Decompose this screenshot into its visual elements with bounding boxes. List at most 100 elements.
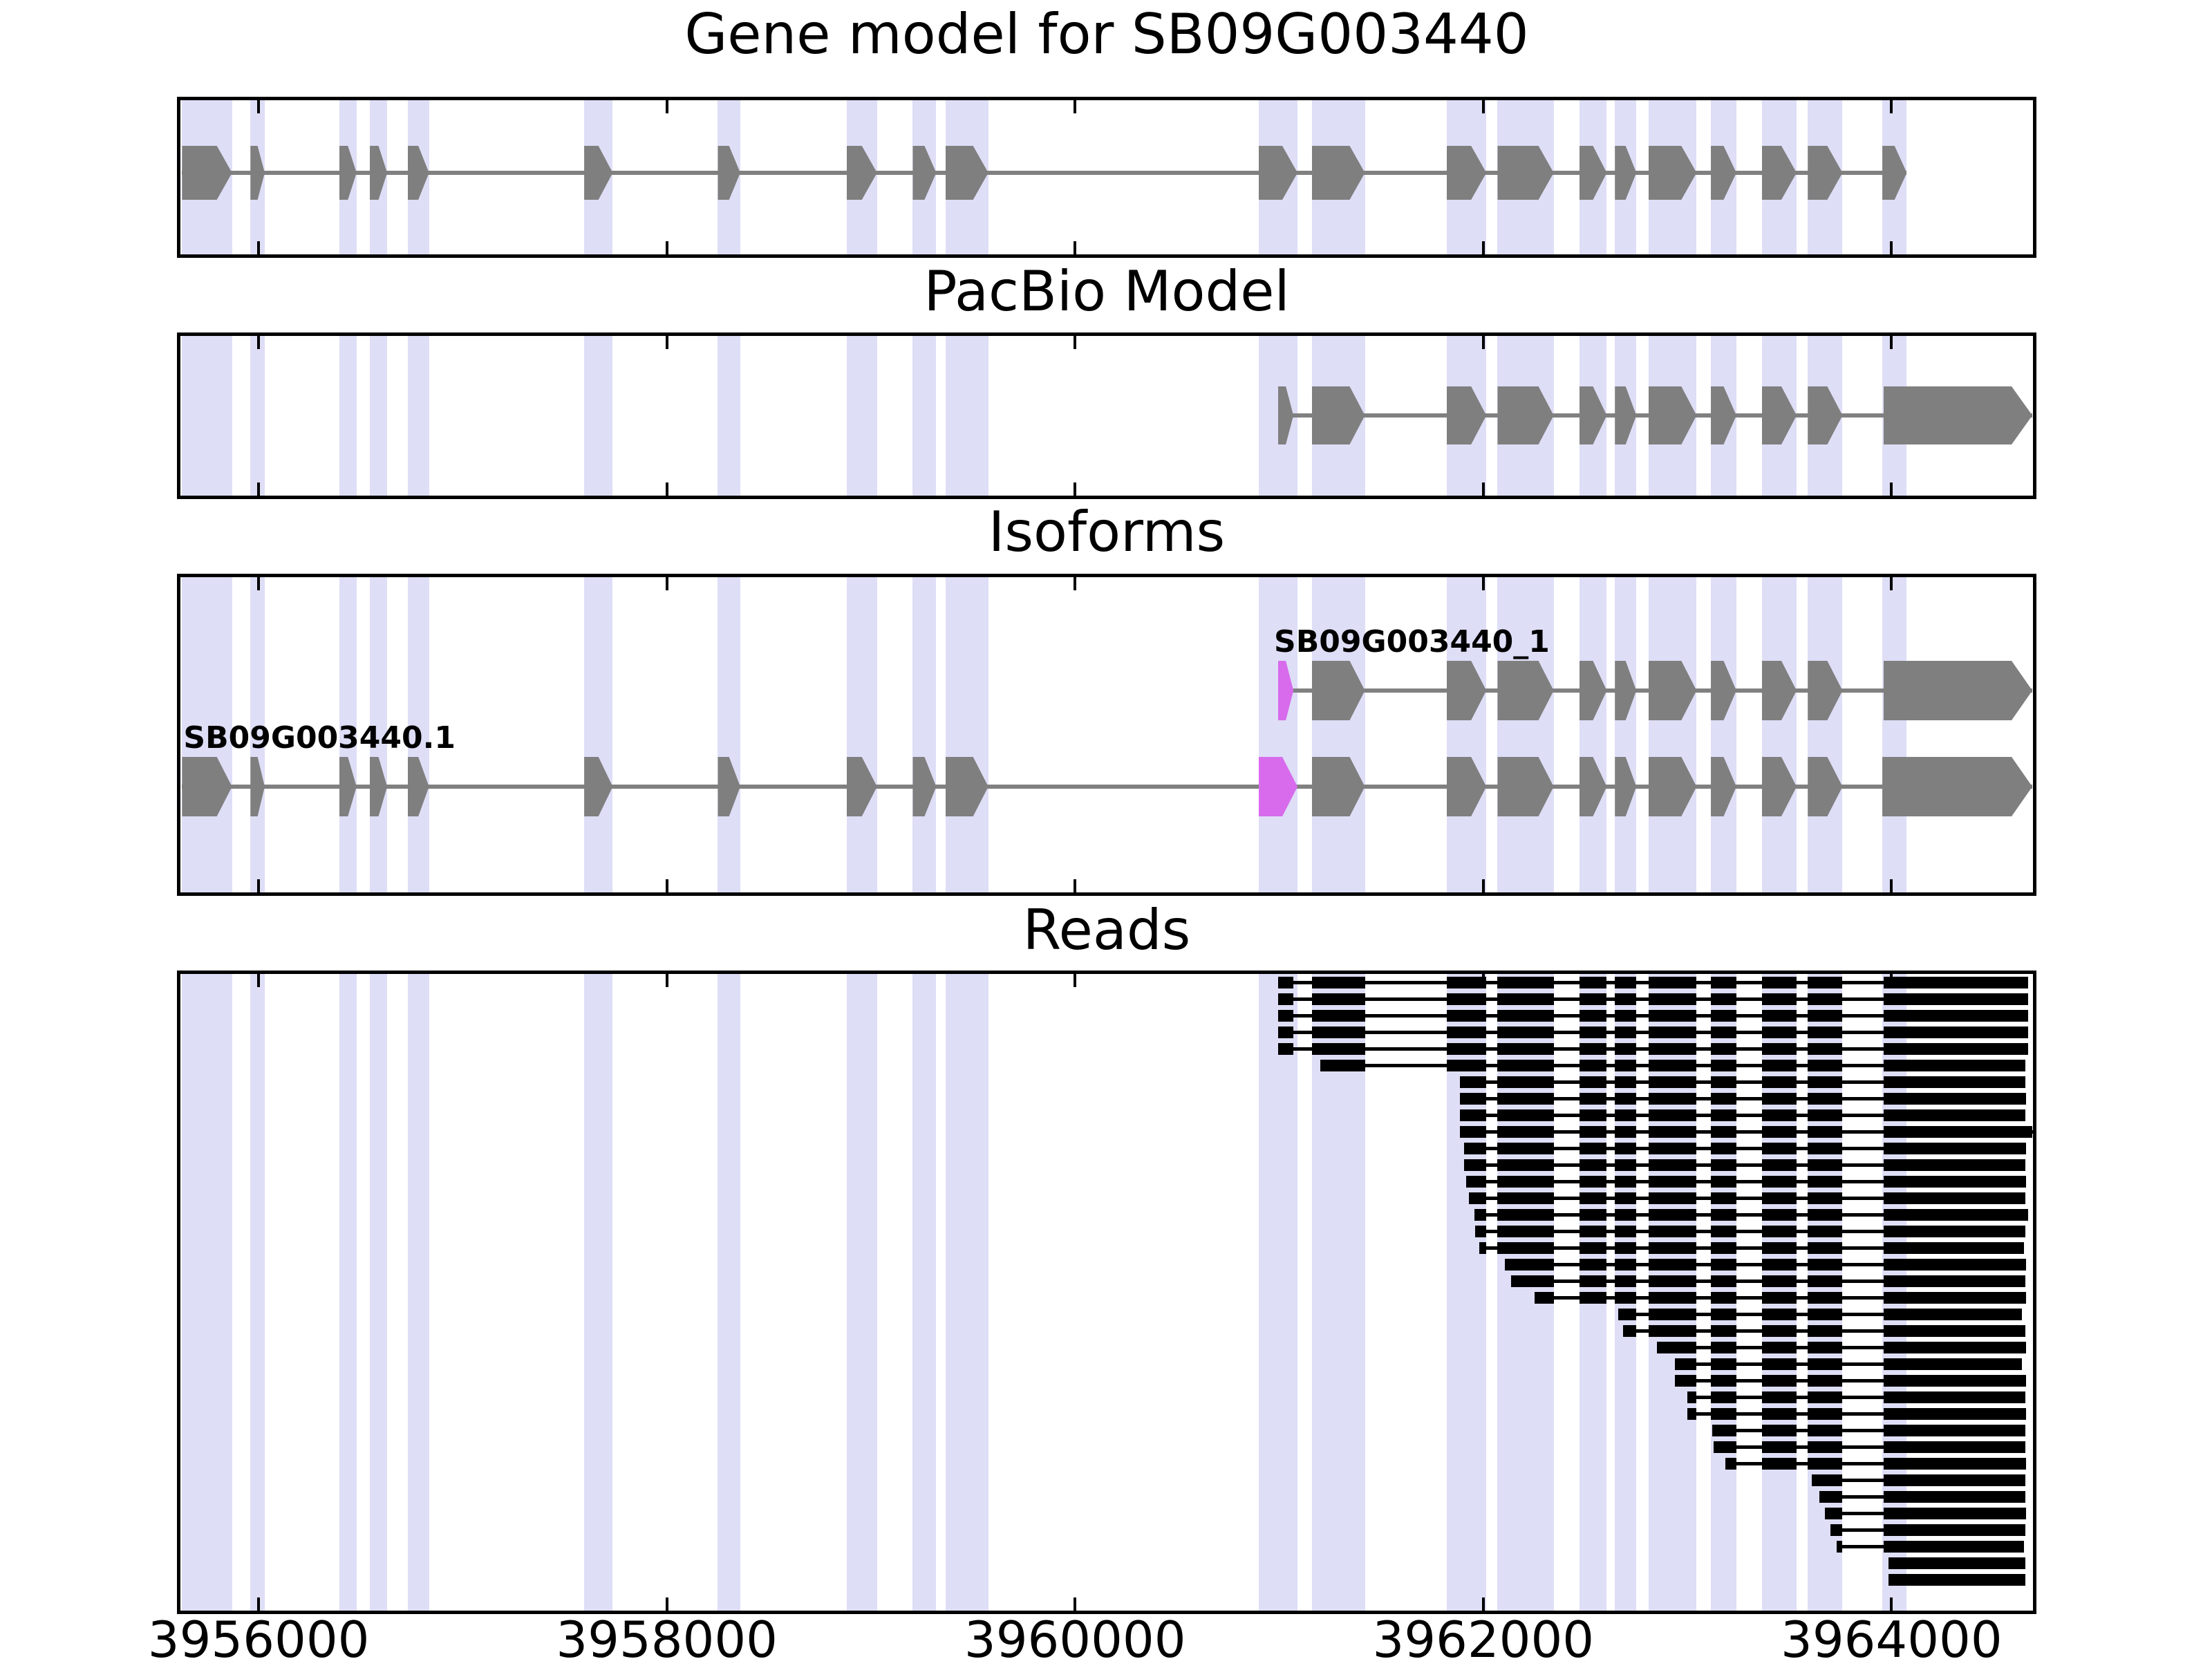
read-exon-block bbox=[1711, 1241, 1736, 1254]
read-intron-line bbox=[1675, 1362, 2023, 1366]
exon-highlight-band bbox=[912, 574, 937, 896]
panel-isoforms bbox=[177, 574, 2036, 896]
read-exon-block bbox=[1725, 1457, 1736, 1470]
read-exon-block bbox=[1883, 1524, 2025, 1536]
read-exon-block bbox=[1761, 1009, 1797, 1022]
read-exon-block bbox=[1510, 1275, 1554, 1287]
read-exon-block bbox=[1808, 976, 1843, 988]
intron-line bbox=[182, 785, 2033, 789]
exon-highlight-band bbox=[339, 971, 357, 1614]
isoform-label-sb09g003440_1: SB09G003440_1 bbox=[1274, 624, 1550, 659]
read-exon-block bbox=[1808, 1391, 1843, 1403]
read-exon-block bbox=[1883, 1474, 2025, 1486]
x-tick-mark-bottom bbox=[665, 241, 668, 258]
read-exon-block bbox=[1761, 1225, 1797, 1237]
x-tick-mark-bottom bbox=[1890, 241, 1893, 258]
x-tick-mark-bottom bbox=[1074, 482, 1077, 499]
read-exon-block bbox=[1579, 1175, 1607, 1188]
read-exon-block bbox=[1883, 1042, 2029, 1055]
x-tick-mark-bottom bbox=[257, 879, 261, 896]
read-exon-block bbox=[1883, 1125, 2033, 1138]
read-exon-block bbox=[1761, 1407, 1797, 1420]
exon-highlight-band bbox=[407, 332, 429, 499]
read-exon-block bbox=[1808, 1424, 1843, 1436]
read-exon-block bbox=[1711, 1308, 1736, 1320]
read-exon-block bbox=[1761, 1341, 1797, 1353]
read-exon-block bbox=[1883, 1341, 2027, 1353]
read-exon-block bbox=[1579, 1092, 1607, 1105]
exon-highlight-band bbox=[846, 574, 877, 896]
read-exon-block bbox=[1883, 1092, 2027, 1105]
read-exon-block bbox=[1446, 1059, 1487, 1071]
read-exon-block bbox=[1711, 1026, 1736, 1038]
read-exon-block bbox=[1808, 1042, 1843, 1055]
read-exon-block bbox=[1808, 1009, 1843, 1022]
read-exon-block bbox=[1648, 1125, 1697, 1138]
read-exon-block bbox=[1883, 1225, 2025, 1237]
read-exon-block bbox=[1320, 1059, 1365, 1071]
read-exon-block bbox=[1579, 993, 1607, 1005]
read-exon-block bbox=[1474, 1208, 1487, 1221]
read-exon-block bbox=[1311, 993, 1365, 1005]
read-exon-block bbox=[1883, 1076, 2025, 1088]
read-exon-block bbox=[1883, 1441, 2025, 1453]
read-exon-block bbox=[1446, 993, 1487, 1005]
read-exon-block bbox=[1459, 1076, 1487, 1088]
read-exon-block bbox=[1615, 1258, 1637, 1271]
read-exon-block bbox=[1615, 993, 1637, 1005]
x-tick-mark-top bbox=[1074, 574, 1077, 590]
read-exon-block bbox=[1711, 1374, 1736, 1387]
panel-pacbio-model bbox=[177, 332, 2036, 499]
exon-highlight-band bbox=[945, 574, 988, 896]
x-tick-mark-bottom bbox=[1481, 1597, 1485, 1614]
read-exon-block bbox=[1497, 993, 1554, 1005]
read-exon-block bbox=[1711, 1076, 1736, 1088]
read-exon-block bbox=[1648, 1076, 1697, 1088]
exon-highlight-band bbox=[1615, 574, 1637, 896]
read-exon-block bbox=[1615, 1059, 1637, 1071]
read-exon-block bbox=[1712, 1424, 1736, 1436]
read-exon-block bbox=[1463, 1142, 1487, 1154]
x-tick-mark-top bbox=[665, 332, 668, 349]
read-exon-block bbox=[1579, 1291, 1607, 1304]
read-exon-block bbox=[1623, 1324, 1637, 1337]
read-exon-block bbox=[1883, 1026, 2029, 1038]
read-exon-block bbox=[1883, 1208, 2029, 1221]
read-exon-block bbox=[1761, 1241, 1797, 1254]
read-exon-block bbox=[1648, 1225, 1697, 1237]
read-exon-block bbox=[1648, 1092, 1697, 1105]
read-exon-block bbox=[1883, 1059, 2025, 1071]
read-exon-block bbox=[1711, 1125, 1736, 1138]
read-intron-line bbox=[1463, 1146, 2027, 1150]
read-exon-block bbox=[1278, 1009, 1294, 1022]
exon-highlight-band bbox=[584, 332, 613, 499]
x-tick-mark-bottom bbox=[257, 241, 261, 258]
read-exon-block bbox=[1761, 1109, 1797, 1121]
read-exon-block bbox=[1497, 1241, 1554, 1254]
read-exon-block bbox=[1579, 1159, 1607, 1171]
read-exon-block bbox=[1711, 1142, 1736, 1154]
read-exon-block bbox=[1656, 1341, 1697, 1353]
read-exon-block bbox=[1497, 1059, 1554, 1071]
read-exon-block bbox=[1459, 1125, 1487, 1138]
read-exon-block bbox=[1883, 1258, 2027, 1271]
read-exon-block bbox=[1579, 1225, 1607, 1237]
read-exon-block bbox=[1615, 1159, 1637, 1171]
read-exon-block bbox=[1761, 1142, 1797, 1154]
read-exon-block bbox=[1808, 1026, 1843, 1038]
exon-highlight-band bbox=[1648, 574, 1697, 896]
read-exon-block bbox=[1883, 1507, 2027, 1519]
read-exon-block bbox=[1579, 1142, 1607, 1154]
read-intron-line bbox=[1675, 1378, 2027, 1382]
read-exon-block bbox=[1579, 976, 1607, 988]
exon-highlight-band bbox=[407, 971, 429, 1614]
read-exon-block bbox=[1479, 1241, 1487, 1254]
x-tick-mark-top bbox=[1074, 971, 1077, 987]
panel-title-gene-model: Gene model for SB09G003440 bbox=[684, 2, 1529, 66]
read-exon-block bbox=[1311, 1042, 1365, 1055]
read-exon-block bbox=[1711, 1225, 1736, 1237]
read-exon-block bbox=[1497, 1225, 1554, 1237]
read-exon-block bbox=[1714, 1441, 1736, 1453]
read-exon-block bbox=[1497, 1159, 1554, 1171]
